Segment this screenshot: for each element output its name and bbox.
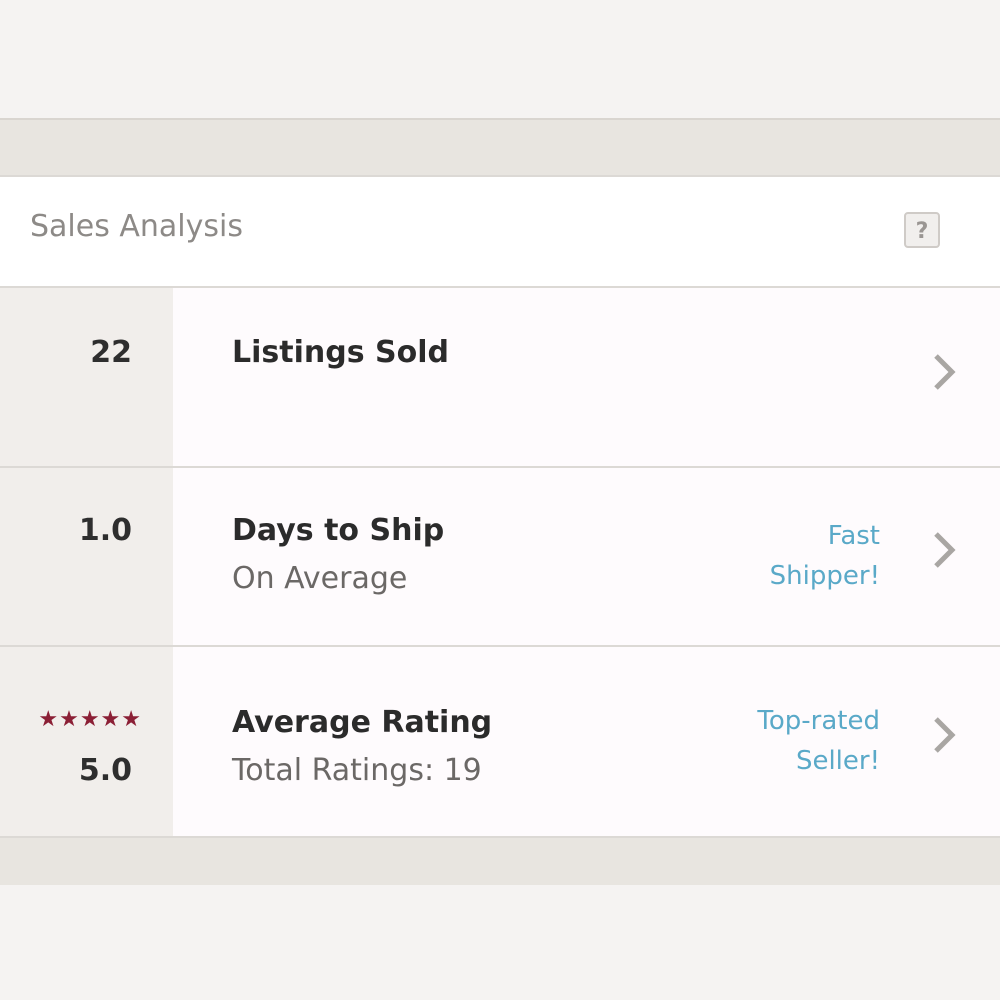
rating-stars: ★★★★★ [38, 707, 142, 732]
badge: Fast Shipper! [769, 521, 880, 591]
stat-title: Listings Sold [232, 335, 449, 370]
value-column [0, 468, 173, 645]
badge: Top-rated Seller! [757, 706, 880, 776]
header [0, 175, 1000, 288]
stat-row[interactable]: 22 Listings Sold [0, 288, 1000, 468]
stat-value: 5.0 [78, 753, 132, 788]
stat-title: Average Rating [232, 705, 493, 740]
chevron [934, 532, 956, 568]
help-button[interactable]: ? [904, 212, 940, 248]
chevron [934, 717, 956, 753]
top-band [0, 118, 1000, 175]
value-column [0, 647, 173, 836]
stat-subtitle: Total Ratings: 19 [232, 753, 482, 788]
stat-value: 22 [90, 335, 132, 370]
stat-row[interactable]: 1.0 Days to Ship On Average Fast Shipper… [0, 468, 1000, 647]
value-column [0, 288, 173, 466]
bottom-band [0, 838, 1000, 885]
stat-value: 1.0 [78, 513, 132, 548]
header-title: Sales Analysis [30, 209, 243, 244]
stat-subtitle: On Average [232, 561, 408, 596]
stat-row[interactable]: ★★★★★ 5.0 Average Rating Total Ratings: … [0, 647, 1000, 838]
stat-title: Days to Ship [232, 513, 445, 548]
chevron [934, 354, 956, 390]
